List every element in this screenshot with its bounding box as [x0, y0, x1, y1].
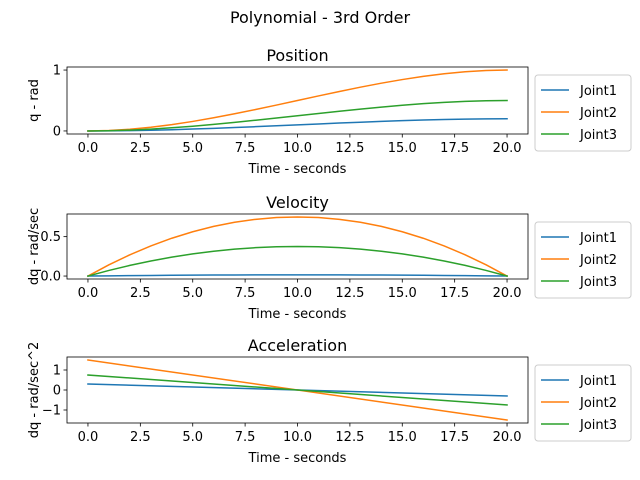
subplot-3-ytick-label: −1 — [42, 404, 61, 419]
subplot-1-series-joint2 — [87, 69, 508, 132]
subplot-2-xtick-label: 2.5 — [130, 286, 151, 301]
subplot-2-legend-label-joint2: Joint2 — [579, 253, 617, 268]
subplot-1-xtick-label: 7.5 — [235, 141, 256, 156]
subplot-3-ylabel: dq - rad/sec^2 — [27, 342, 42, 438]
subplot-1-xtick-label: 2.5 — [130, 141, 151, 156]
subplot-3-legend-label-joint2: Joint2 — [579, 396, 617, 411]
subplot-2-ytick-label: 0.0 — [40, 270, 61, 285]
subplot-1-ytick-label: 0 — [53, 124, 61, 139]
subplot-2-xtick-label: 15.0 — [388, 286, 417, 301]
subplot-1-xtick-label: 20.0 — [493, 141, 522, 156]
subplot-2-ytick-label: 0.5 — [40, 230, 61, 245]
subplot-2-series-joint1 — [87, 274, 508, 277]
subplot-2-xtick-label: 7.5 — [235, 286, 256, 301]
subplot-2-xtick-label: 17.5 — [440, 286, 469, 301]
subplot-1-xtick-label: 17.5 — [440, 141, 469, 156]
subplot-1-series-joint1 — [87, 118, 508, 132]
subplot-1: 0.0 2.5 5.0 7.5 10.0 12.5 15.0 17.5 20.0 0 1 Positi… — [27, 46, 632, 177]
subplot-1-legend-frame — [534, 74, 632, 152]
subplot-2: 0.0 2.5 5.0 7.5 10.0 12.5 15.0 17.5 20.0 0.0 0.5 Ve… — [27, 193, 632, 322]
subplot-1-ylabel: q - rad — [27, 79, 42, 122]
subplot-1-ytick-label: 1 — [53, 64, 61, 79]
subplot-3-legend-frame — [534, 364, 632, 442]
subplot-3-xlabel: Time - seconds — [248, 451, 347, 466]
subplot-2-ylabel: dq - rad/sec — [27, 208, 42, 285]
subplot-1-xtick-label: 0.0 — [78, 141, 99, 156]
subplot-3-xtick-label: 7.5 — [235, 430, 256, 445]
subplot-2-xtick-label: 5.0 — [182, 286, 203, 301]
subplot-2-legend-label-joint1: Joint1 — [579, 231, 617, 246]
subplot-2-legend-label-joint3: Joint3 — [579, 275, 617, 290]
subplot-3-ytick-label: 0 — [53, 384, 61, 399]
subplot-3-legend-label-joint1: Joint1 — [579, 374, 617, 389]
subplot-3-xtick-label: 5.0 — [182, 430, 203, 445]
subplot-1-xtick-label: 10.0 — [283, 141, 312, 156]
subplot-3-xtick-label: 10.0 — [283, 430, 312, 445]
subplot-2-legend: Joint1 Joint2 Joint3 — [534, 221, 632, 299]
subplot-1-xtick-label: 15.0 — [388, 141, 417, 156]
subplot-1-series-joint3 — [87, 99, 508, 132]
subplot-3-xtick-label: 12.5 — [335, 430, 364, 445]
subplot-2-series-group — [86, 216, 509, 278]
subplot-2-xtick-label: 12.5 — [335, 286, 364, 301]
subplot-3-series-joint3 — [87, 374, 508, 406]
subplot-3-legend-label-joint3: Joint3 — [579, 418, 617, 433]
subplot-1-xtick-label: 5.0 — [182, 141, 203, 156]
subplot-2-legend-frame — [534, 221, 632, 299]
subplot-2-series-joint3 — [87, 245, 508, 277]
subplot-3-xtick-label: 17.5 — [440, 430, 469, 445]
subplot-2-xtick-label: 0.0 — [78, 286, 99, 301]
subplot-3-series-group — [87, 359, 508, 421]
subplot-1-legend-label-joint3: Joint3 — [579, 128, 617, 143]
subplot-1-legend-label-joint2: Joint2 — [579, 106, 617, 121]
subplot-1-title: Position — [266, 46, 328, 65]
subplot-3-xtick-label: 15.0 — [388, 430, 417, 445]
subplot-1-legend-label-joint1: Joint1 — [579, 84, 617, 99]
subplot-3: 0.0 2.5 5.0 7.5 10.0 12.5 15.0 17.5 20.0 1 0 −1 Acce… — [27, 336, 632, 466]
subplot-2-title: Velocity — [266, 193, 329, 212]
subplot-3-ytick-label: 1 — [53, 364, 61, 379]
subplot-3-legend: Joint1 Joint2 Joint3 — [534, 364, 632, 442]
subplot-3-xtick-label: 0.0 — [78, 430, 99, 445]
subplot-1-xlabel: Time - seconds — [248, 162, 347, 177]
subplot-3-title: Acceleration — [248, 336, 347, 355]
figure-suptitle: Polynomial - 3rd Order — [230, 8, 411, 27]
subplot-3-xtick-label: 2.5 — [130, 430, 151, 445]
subplot-3-xtick-label: 20.0 — [493, 430, 522, 445]
subplot-1-xtick-label: 12.5 — [335, 141, 364, 156]
subplot-1-series-group — [87, 69, 508, 132]
subplot-1-legend: Joint1 Joint2 Joint3 — [534, 74, 632, 152]
subplot-2-series-joint2 — [86, 216, 509, 278]
subplot-2-xtick-label: 20.0 — [493, 286, 522, 301]
subplot-2-xlabel: Time - seconds — [248, 307, 347, 322]
subplot-2-xtick-label: 10.0 — [283, 286, 312, 301]
